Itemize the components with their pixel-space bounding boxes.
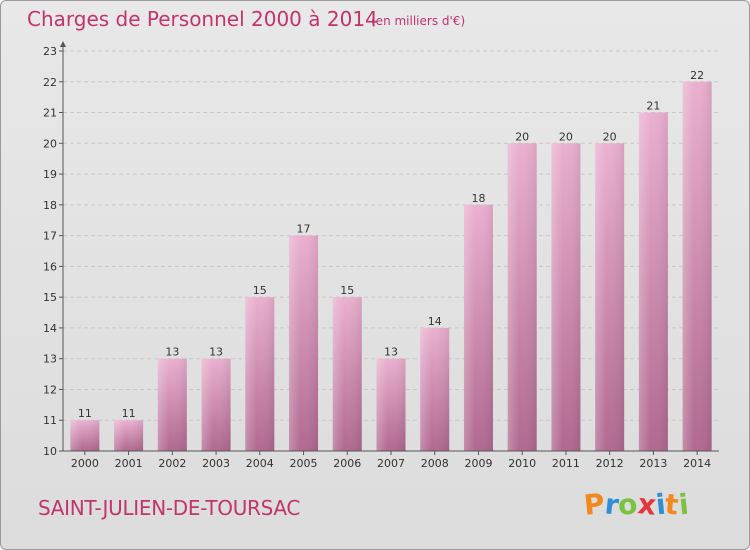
- x-tick-label: 2006: [333, 457, 361, 470]
- bar-shine: [682, 81, 712, 452]
- bar-shine: [70, 420, 100, 451]
- x-tick-label: 2014: [683, 457, 711, 470]
- x-tick-label: 2011: [552, 457, 580, 470]
- x-tick-label: 2005: [290, 457, 318, 470]
- bar-value-label: 13: [209, 346, 223, 359]
- y-tick-label: 17: [43, 230, 57, 243]
- commune-name: SAINT-JULIEN-DE-TOURSAC: [38, 496, 301, 520]
- x-tick-label: 2002: [158, 457, 186, 470]
- bar-shine: [376, 358, 406, 451]
- bar-shine: [332, 297, 362, 451]
- x-tick-label: 2012: [596, 457, 624, 470]
- x-tick-label: 2001: [115, 457, 143, 470]
- bar-value-label: 21: [646, 100, 660, 113]
- bar-value-label: 11: [122, 407, 136, 420]
- bar-value-label: 22: [690, 69, 704, 82]
- bar-value-label: 15: [340, 284, 354, 297]
- y-tick-label: 18: [43, 199, 57, 212]
- bar-shine: [114, 420, 144, 451]
- x-tick-label: 2010: [508, 457, 536, 470]
- bar-shine: [245, 297, 275, 451]
- x-tick-label: 2013: [639, 457, 667, 470]
- y-tick-label: 11: [43, 414, 57, 427]
- bar-value-label: 20: [603, 130, 617, 143]
- bar-value-label: 18: [471, 192, 485, 205]
- bar-shine: [551, 143, 581, 452]
- y-tick-label: 12: [43, 383, 57, 396]
- y-tick-label: 19: [43, 168, 57, 181]
- y-tick-label: 15: [43, 291, 57, 304]
- bar-shine: [289, 235, 319, 451]
- bars: 11 11 13 13 15 17 15 13 14 18 20 20 20 21 22: [70, 69, 712, 452]
- bar-value-label: 14: [428, 315, 442, 328]
- y-tick-label: 21: [43, 107, 57, 120]
- chart-title: Charges de Personnel 2000 à 2014: [27, 7, 378, 31]
- bar-shine: [201, 358, 231, 451]
- bar-value-label: 11: [78, 407, 92, 420]
- x-tick-label: 2004: [246, 457, 274, 470]
- x-tick-label: 2007: [377, 457, 405, 470]
- axes: 10 11 12 13 14 15 16 17 18 19 20 21 22 23 2000 2001 2002…: [43, 41, 719, 470]
- x-tick-label: 2003: [202, 457, 230, 470]
- logo-letter: i: [676, 487, 690, 522]
- bar-value-label: 13: [165, 346, 179, 359]
- bar-value-label: 13: [384, 346, 398, 359]
- bar-value-label: 17: [297, 223, 311, 236]
- proxiti-logo: Proxiti: [582, 487, 690, 522]
- bar-shine: [157, 358, 187, 451]
- x-tick-label: 2009: [464, 457, 492, 470]
- y-tick-label: 16: [43, 260, 57, 273]
- x-tick-label: 2008: [421, 457, 449, 470]
- x-tick-label: 2000: [71, 457, 99, 470]
- bar-shine: [507, 143, 537, 452]
- bar-value-label: 15: [253, 284, 267, 297]
- bar-value-label: 20: [515, 130, 529, 143]
- y-axis-arrow: [60, 41, 66, 47]
- y-tick-label: 20: [43, 137, 57, 150]
- bar-shine: [420, 327, 450, 451]
- y-tick-label: 23: [43, 45, 57, 58]
- chart-unit: (en milliers d'€): [371, 14, 466, 28]
- y-tick-label: 14: [43, 322, 57, 335]
- bar-value-label: 20: [559, 130, 573, 143]
- y-tick-label: 22: [43, 76, 57, 89]
- bar-shine: [463, 204, 493, 451]
- y-tick-label: 10: [43, 445, 57, 458]
- bar-shine: [638, 112, 668, 452]
- bar-shine: [595, 143, 625, 452]
- y-tick-label: 13: [43, 353, 57, 366]
